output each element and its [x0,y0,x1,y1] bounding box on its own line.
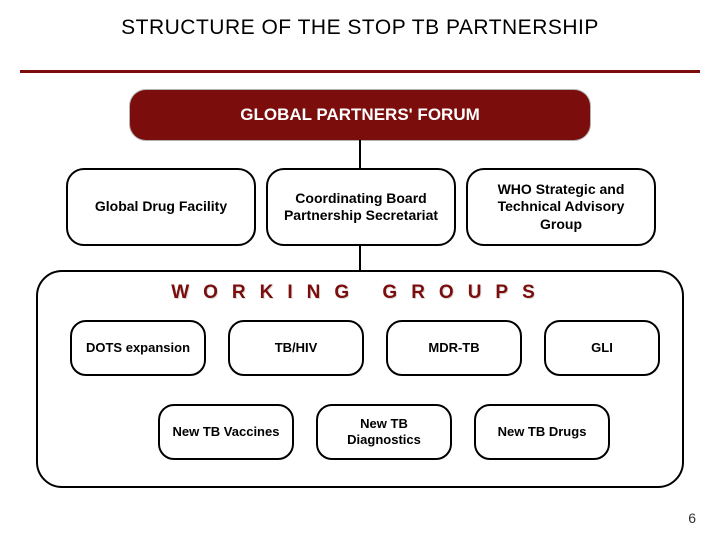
tier2-node-gdf: Global Drug Facility [66,168,256,246]
wg-node-tbhiv: TB/HIV [228,320,364,376]
wg-label: MDR-TB [428,340,479,356]
tier2-node-who: WHO Strategic and Technical Advisory Gro… [466,168,656,246]
tier2-label: Coordinating Board Partnership Secretari… [278,190,444,225]
tier2-label: Global Drug Facility [95,198,227,216]
tier2-label: WHO Strategic and Technical Advisory Gro… [478,181,644,234]
wg-label: TB/HIV [275,340,318,356]
working-groups-heading: WORKING GROUPS [36,282,684,304]
wg-label: DOTS expansion [86,340,190,356]
wg-label: GLI [591,340,613,356]
wg-node-drugs: New TB Drugs [474,404,610,460]
wg-node-mdrtb: MDR-TB [386,320,522,376]
connector [359,246,361,270]
wg-label: New TB Diagnostics [326,416,442,447]
forum-label: GLOBAL PARTNERS' FORUM [240,105,480,125]
wg-node-vaccines: New TB Vaccines [158,404,294,460]
wg-label: New TB Drugs [498,424,587,440]
wg-label: New TB Vaccines [173,424,280,440]
tier2-node-coord: Coordinating Board Partnership Secretari… [266,168,456,246]
page-title: STRUCTURE OF THE STOP TB PARTNERSHIP [0,16,720,40]
wg-node-gli: GLI [544,320,660,376]
divider [20,70,700,73]
connector [359,140,361,168]
wg-node-dots: DOTS expansion [70,320,206,376]
wg-node-diagnostics: New TB Diagnostics [316,404,452,460]
page-number: 6 [688,510,696,526]
forum-node: GLOBAL PARTNERS' FORUM [130,90,590,140]
slide: STRUCTURE OF THE STOP TB PARTNERSHIP GLO… [0,0,720,540]
